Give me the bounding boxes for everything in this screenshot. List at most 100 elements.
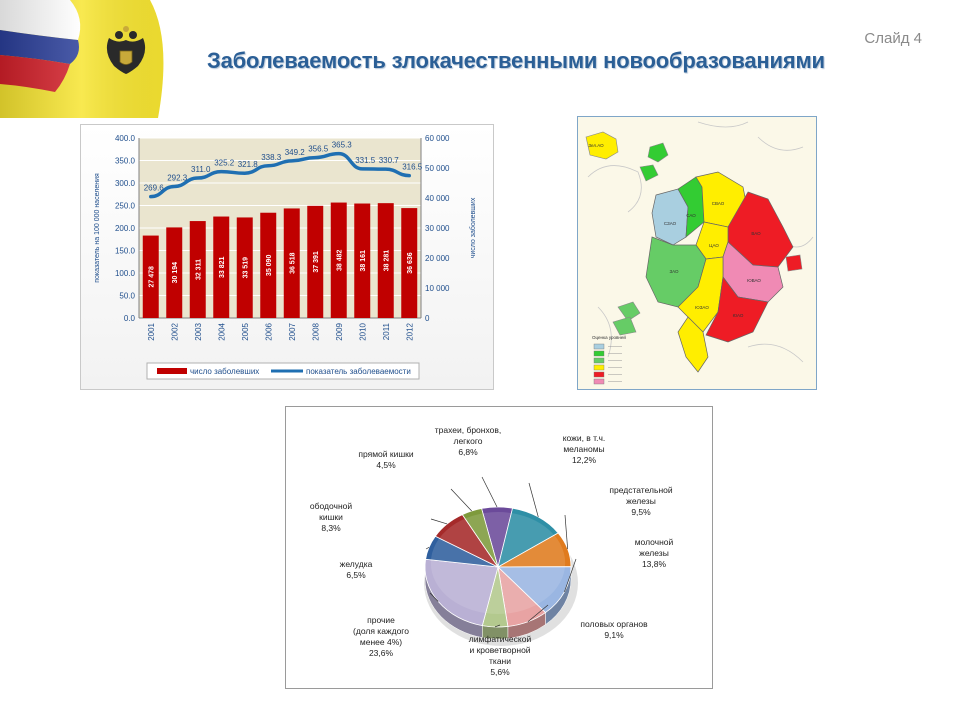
line-value-label: 330.7 <box>379 156 400 165</box>
incidence-bar-line-chart: 0.0 50.0 100.0 150.0 200.0 250.0 300.0 350.0 400… <box>80 124 494 390</box>
y-tick-label: 250.0 <box>115 202 136 211</box>
district-map-image: Зел.АО САО СЗАО СВАО ВАО ЦАО ЗАО ЮВАО ЮЗ… <box>585 121 814 385</box>
bar-value-label: 36 518 <box>289 252 296 274</box>
line-value-label: 316.5 <box>402 163 423 172</box>
pie-slice-label-line: меланомы <box>563 444 604 454</box>
pie-slice-label: ободочной кишки <box>310 501 352 522</box>
bar <box>260 212 277 318</box>
pie-leader-line <box>494 624 501 628</box>
pie-slice-label-line: прямой кишки <box>358 449 414 459</box>
pie-slice-pct: 9,1% <box>604 630 624 640</box>
district-yuao <box>705 276 769 343</box>
bar-value-label: 38 161 <box>360 250 367 272</box>
pie-slice-pct: 6,5% <box>346 570 366 580</box>
x-tick-label: 2006 <box>264 322 273 340</box>
legend-line-label: показатель заболеваемости <box>306 367 411 376</box>
pie-leader-line <box>527 604 549 623</box>
pie-leader-line <box>564 558 577 593</box>
line-value-label: 338.3 <box>261 153 282 162</box>
pie-slice-label-line: трахеи, бронхов, <box>435 425 501 435</box>
y-tick-label: 150.0 <box>115 247 136 256</box>
pie-slice-label: предстательной железы <box>609 485 672 506</box>
line-value-label: 325.2 <box>214 159 235 168</box>
map-legend: Оценка уровней <box>592 334 626 385</box>
line-value-label: 365.3 <box>332 141 353 150</box>
cancer-sites-pie-chart: трахеи, бронхов, легкого 6,8% кожи, в т.ч. м… <box>285 406 713 689</box>
bar-value-label: 33 519 <box>242 257 249 279</box>
y2-tick-label: 20 000 <box>425 254 450 263</box>
x-tick-label: 2005 <box>241 322 250 340</box>
y-axis-title: показатель на 100 000 населения <box>94 173 101 283</box>
pie-slice-label: кожи, в т.ч. меланомы <box>563 433 606 454</box>
bar-value-label: 36 636 <box>407 252 414 274</box>
x-tick-label: 2007 <box>288 322 297 340</box>
y-tick-label: 0.0 <box>124 314 136 323</box>
x-tick-label: 2010 <box>358 322 367 340</box>
pie-slice-label-line: ткани <box>489 656 511 666</box>
pie-slice-label: лимфатической и кроветворной ткани <box>469 634 532 666</box>
pie-slice-label-line: кишки <box>319 512 343 522</box>
line-value-label: 321.8 <box>238 160 259 169</box>
bar <box>213 216 230 318</box>
bar-value-label: 38 482 <box>336 249 343 271</box>
pie-slice-pct: 5,6% <box>490 667 510 677</box>
line-value-label: 292.3 <box>167 173 188 182</box>
y2-axis-title: число заболевших <box>469 197 477 258</box>
x-tick-label: 2001 <box>147 322 156 340</box>
pie-slice-pct: 6,8% <box>458 447 478 457</box>
line-value-label: 311.0 <box>191 165 211 174</box>
pie-slice-label-line: ободочной <box>310 501 352 511</box>
bar <box>377 203 394 318</box>
map-label-yuao: ЮАО <box>733 313 744 318</box>
pie-slice-label-line: (доля каждого <box>353 626 409 636</box>
pie-slice-label: половых органов <box>580 619 648 629</box>
line-value-label: 356.5 <box>308 145 329 154</box>
pie-slice-label-line: менее 4%) <box>360 637 402 647</box>
pie-slice-label-line: кожи, в т.ч. <box>563 433 606 443</box>
bar <box>189 221 206 318</box>
map-label-cao: ЦАО <box>709 243 719 248</box>
map-legend-swatch <box>593 343 605 350</box>
pie-slice-label-line: прочие <box>367 615 395 625</box>
district-zelao <box>585 131 619 160</box>
flag-emblem-logo <box>0 0 164 118</box>
moscow-district-map: Зел.АО САО СЗАО СВАО ВАО ЦАО ЗАО ЮВАО ЮЗ… <box>577 116 817 390</box>
map-legend-swatch <box>593 378 605 385</box>
bar-value-label: 33 821 <box>219 256 226 278</box>
pie-slice-label-line: железы <box>626 496 656 506</box>
y-tick-label: 300.0 <box>115 179 136 188</box>
pie-slice-pct: 9,5% <box>631 507 651 517</box>
bar-value-label: 32 311 <box>195 259 202 280</box>
page-title: Заболеваемость злокачественными новообра… <box>207 48 825 73</box>
bar <box>283 208 300 318</box>
slide-number: Слайд 4 <box>864 30 922 47</box>
line-value-label: 349.2 <box>285 148 306 157</box>
y2-tick-label: 50 000 <box>425 164 450 173</box>
pie-leader-line <box>425 546 430 550</box>
coat-of-arms-icon <box>106 26 146 74</box>
map-label-yuvao: ЮВАО <box>747 278 761 283</box>
bar-line-chart-canvas: 0.0 50.0 100.0 150.0 200.0 250.0 300.0 350.0 400… <box>94 134 477 380</box>
pie-leader-line <box>450 488 472 512</box>
pie-highlight <box>430 512 566 614</box>
line-value-label: 331.5 <box>355 156 376 165</box>
y2-tick-label: 40 000 <box>425 194 450 203</box>
pie-slice-label: молочной железы <box>635 537 674 558</box>
pie-slice-pct: 23,6% <box>369 648 394 658</box>
pie-slice-label-line: половых органов <box>580 619 648 629</box>
pie-slice-pct: 12,2% <box>572 455 597 465</box>
pie-slice <box>461 508 499 568</box>
pie-slice-label: желудка <box>340 559 373 569</box>
pie-slice-label-line: железы <box>639 548 669 558</box>
pie-leader-line <box>481 476 498 508</box>
bar-value-label: 30 194 <box>172 262 179 284</box>
pie-slice <box>424 558 499 627</box>
map-label-szao: СЗАО <box>664 221 677 226</box>
pie-slice-label-line: желудка <box>340 559 373 569</box>
map-label-svao: СВАО <box>712 201 725 206</box>
legend-bar-label: число заболевших <box>190 367 259 376</box>
y2-tick-label: 30 000 <box>425 224 450 233</box>
bar <box>236 217 253 318</box>
pie-slice-label: прямой кишки <box>358 449 414 459</box>
